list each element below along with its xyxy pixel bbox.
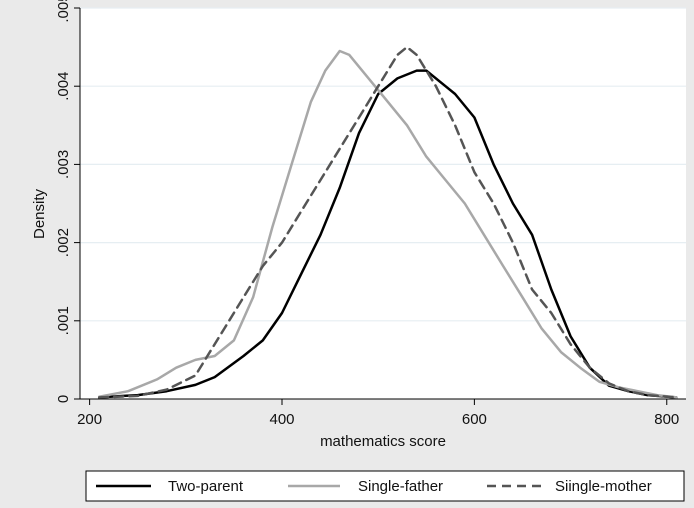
series-line-siingle-mother: [97, 45, 678, 399]
y-tick-label-0: 0: [55, 395, 72, 403]
axis-ticks: 0 .001 .002 .003 .004 .005 200 400 600 800: [55, 0, 679, 428]
legend-label-single-mother: Siingle-mother: [555, 478, 652, 495]
x-tick-label-0: 200: [77, 411, 102, 428]
plot-area: [80, 8, 686, 399]
legend-label-two-parent: Two-parent: [168, 478, 244, 495]
series-line-two-parent: [97, 69, 678, 399]
x-tick-label-1: 400: [269, 411, 294, 428]
y-tick-label-3: .003: [55, 150, 72, 179]
x-tick-label-2: 600: [462, 411, 487, 428]
legend-label-single-father: Single-father: [358, 478, 443, 495]
y-tick-label-2: .002: [55, 228, 72, 257]
legend-box: [85, 470, 685, 502]
legend: Two-parent Single-father Siingle-mother: [85, 470, 685, 502]
y-tick-label-5: .005: [55, 0, 72, 23]
gridlines: [80, 7, 686, 322]
y-axis-title: Density: [31, 188, 48, 239]
series-lines: [97, 45, 678, 399]
x-tick-label-3: 800: [654, 411, 679, 428]
y-tick-label-1: .001: [55, 306, 72, 335]
y-tick-label-4: .004: [55, 72, 72, 101]
series-line-single-father: [97, 49, 678, 399]
axes: [79, 8, 686, 400]
x-axis-title: mathematics score: [320, 433, 446, 450]
